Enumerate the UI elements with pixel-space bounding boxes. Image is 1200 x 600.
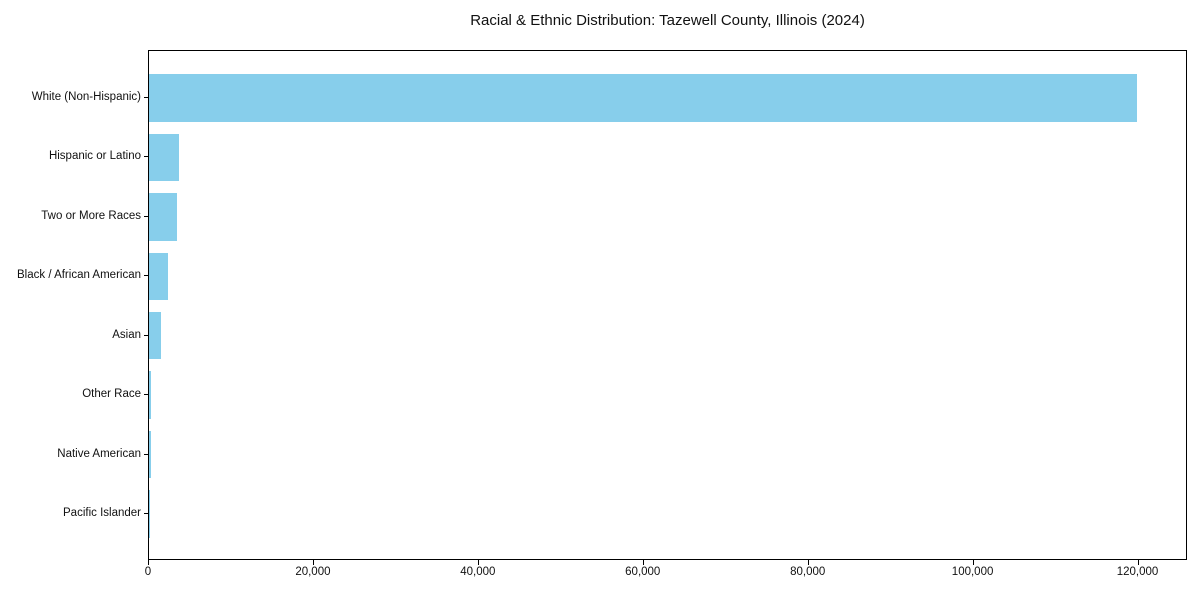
y-axis-label: Hispanic or Latino — [48, 150, 141, 163]
x-axis-tick — [312, 560, 314, 565]
y-axis-label: Native American — [57, 447, 141, 460]
y-axis-label: Pacific Islander — [63, 507, 141, 520]
chart-title: Racial & Ethnic Distribution: Tazewell C… — [470, 12, 865, 29]
x-axis-tick-label: 60,000 — [625, 566, 661, 578]
x-axis-tick-label: 100,000 — [951, 566, 994, 578]
x-axis-tick — [972, 560, 974, 565]
bar — [149, 193, 178, 241]
y-axis-tick — [144, 513, 148, 515]
x-axis-tick — [1137, 560, 1139, 565]
y-axis-tick — [144, 96, 148, 98]
x-axis-tick-label: 40,000 — [460, 566, 496, 578]
bar — [149, 430, 152, 479]
x-axis-tick-label: 80,000 — [790, 566, 826, 578]
y-axis-tick — [144, 394, 148, 396]
x-axis-tick — [477, 560, 479, 565]
plot-area — [148, 50, 1187, 560]
y-axis-label: Two or More Races — [41, 209, 141, 222]
bar — [149, 133, 179, 182]
bar — [149, 252, 168, 301]
y-axis-label: Black / African American — [17, 269, 141, 282]
y-axis-tick — [144, 156, 148, 158]
bar — [149, 311, 162, 360]
x-axis-tick — [807, 560, 809, 565]
y-axis-tick — [144, 215, 148, 217]
y-axis-tick — [144, 453, 148, 455]
bar — [149, 74, 1137, 122]
x-axis-tick-label: 0 — [144, 566, 152, 578]
y-axis-label: Asian — [112, 328, 141, 341]
x-axis-tick-label: 120,000 — [1116, 566, 1159, 578]
y-axis-label: Other Race — [82, 388, 141, 401]
x-axis-tick — [642, 560, 644, 565]
y-axis-tick — [144, 275, 148, 277]
x-axis-tick — [148, 560, 149, 565]
y-axis-label: White (Non-Hispanic) — [31, 90, 141, 103]
x-axis-tick-label: 20,000 — [295, 566, 331, 578]
y-axis-tick — [144, 334, 148, 336]
bar — [149, 371, 152, 419]
